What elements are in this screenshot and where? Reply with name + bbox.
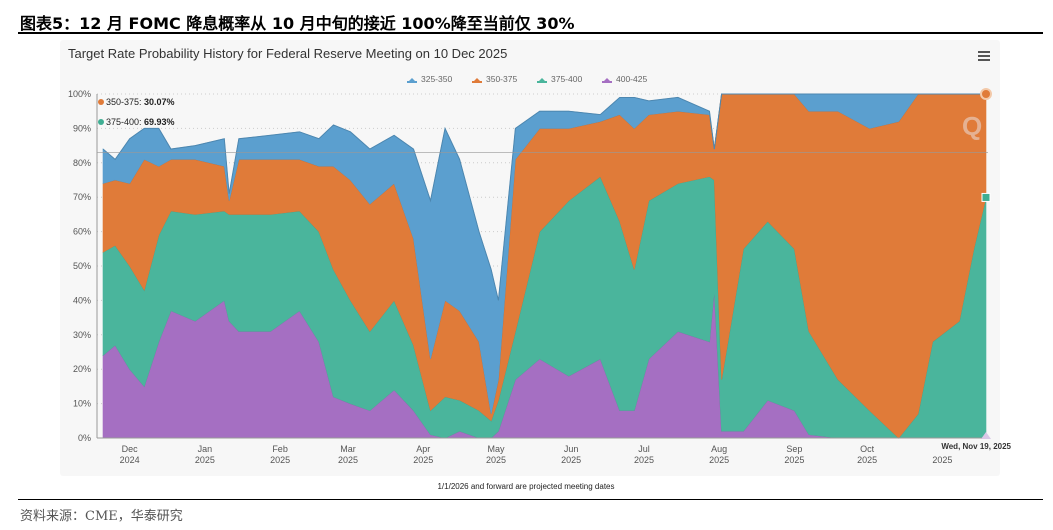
- figure-title: 图表5：12 月 FOMC 降息概率从 10 月中旬的接近 100%降至当前仅 …: [20, 14, 575, 33]
- tooltip-label: 375-400: 69.93%: [106, 117, 175, 127]
- x-tick-year: 2025: [561, 455, 581, 465]
- tooltip-dot: [98, 119, 104, 125]
- tooltip-date: Wed, Nov 19, 2025: [941, 442, 1011, 451]
- legend-item: 375-400: [551, 74, 582, 84]
- tooltip-dot: [98, 99, 104, 105]
- legend-item: 325-350: [421, 74, 452, 84]
- legend-marker: [407, 78, 417, 83]
- x-tick-year: 2025: [195, 455, 215, 465]
- y-tick-label: 20%: [73, 364, 91, 374]
- x-tick-month: Aug: [711, 444, 727, 454]
- legend: 325-350 350-375 375-400 400-425: [407, 74, 647, 84]
- hover-marker-375-400: [981, 192, 991, 202]
- x-tick-year: 2025: [784, 455, 804, 465]
- y-tick-label: 70%: [73, 192, 91, 202]
- tooltip: 350-375: 30.07% 375-400: 69.93%: [98, 88, 992, 439]
- x-tick-year: 2024: [120, 455, 140, 465]
- x-tick-year: 2025: [338, 455, 358, 465]
- x-tick-year: 2025: [486, 455, 506, 465]
- x-tick-month: Oct: [860, 444, 875, 454]
- hover-marker-400-425: [981, 432, 991, 439]
- y-tick-label: 90%: [73, 123, 91, 133]
- legend-marker: [602, 78, 612, 83]
- x-tick-year: 2025: [413, 455, 433, 465]
- hover-marker-350-375: [980, 88, 992, 100]
- x-tick-month: Jun: [564, 444, 579, 454]
- x-tick-month: Jul: [638, 444, 650, 454]
- bottom-rule: [18, 499, 1043, 500]
- legend-marker: [537, 78, 547, 83]
- hamburger-menu-icon[interactable]: [978, 51, 990, 61]
- y-tick-label: 10%: [73, 399, 91, 409]
- y-tick-label: 40%: [73, 295, 91, 305]
- y-tick-label: 0%: [78, 433, 91, 443]
- x-tick-year: 2025: [932, 455, 952, 465]
- x-tick-month: Feb: [272, 444, 288, 454]
- legend-marker: [472, 78, 482, 83]
- line-325-350: [102, 93, 986, 301]
- y-tick-label: 50%: [73, 261, 91, 271]
- x-axis: Dec2024Jan2025Feb2025Mar2025Apr2025May20…: [120, 444, 953, 465]
- areas: [97, 93, 988, 439]
- x-tick-month: Apr: [416, 444, 430, 454]
- x-tick-year: 2025: [270, 455, 290, 465]
- y-tick-label: 60%: [73, 227, 91, 237]
- tooltip-label: 350-375: 30.07%: [106, 97, 175, 107]
- tooltip-value: 69.93%: [144, 117, 175, 127]
- y-tick-label: 100%: [68, 89, 91, 99]
- top-rule: [18, 32, 1043, 34]
- x-tick-year: 2025: [709, 455, 729, 465]
- x-tick-year: 2025: [857, 455, 877, 465]
- x-tick-month: Sep: [786, 444, 802, 454]
- y-tick-label: 30%: [73, 330, 91, 340]
- x-tick-month: May: [487, 444, 505, 454]
- watermark: Q: [962, 111, 982, 141]
- y-axis: 0% 10% 20% 30% 40% 50% 60% 70% 80% 90% 100%: [68, 89, 988, 443]
- footnote: 1/1/2026 and forward are projected meeti…: [437, 482, 614, 491]
- chart-title: Target Rate Probability History for Fede…: [68, 46, 507, 61]
- tooltip-value: 30.07%: [144, 97, 175, 107]
- x-tick-year: 2025: [634, 455, 654, 465]
- legend-item: 400-425: [616, 74, 647, 84]
- x-tick-month: Mar: [340, 444, 356, 454]
- legend-item: 350-375: [486, 74, 517, 84]
- source-note: 资料来源：CME，华泰研究: [20, 509, 183, 524]
- x-tick-month: Jan: [198, 444, 213, 454]
- x-tick-month: Dec: [122, 444, 139, 454]
- y-tick-label: 80%: [73, 158, 91, 168]
